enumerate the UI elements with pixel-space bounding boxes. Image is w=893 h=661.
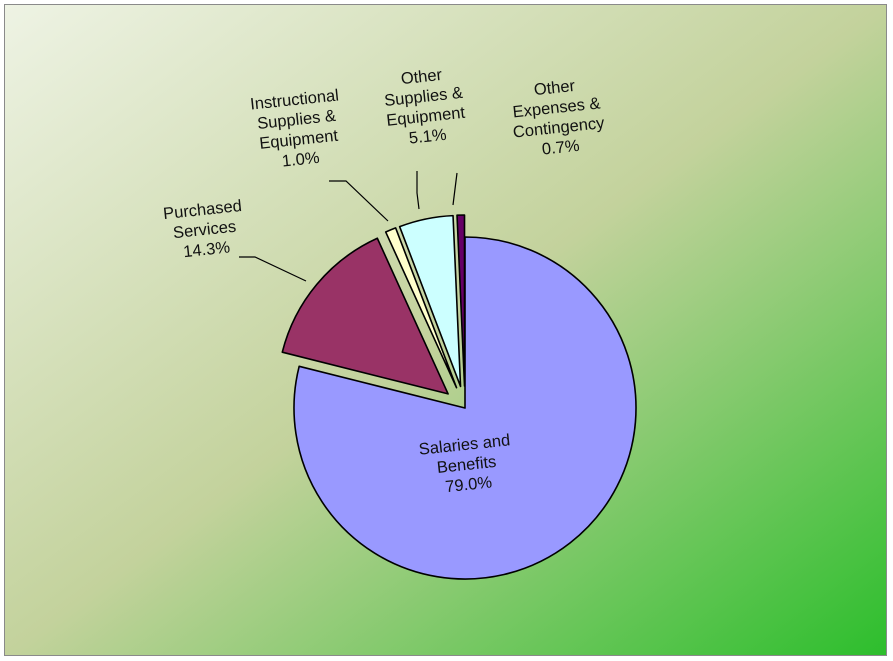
data-label-line: 79.0% xyxy=(444,473,493,496)
data-label-line: 5.1% xyxy=(408,126,448,148)
pie-slice-instructional-supplies xyxy=(384,227,458,389)
data-label-line: 14.3% xyxy=(182,238,231,261)
leader-line-other-expenses xyxy=(452,172,458,206)
data-label-line: Other xyxy=(400,66,443,88)
leader-line-other-supplies xyxy=(416,171,420,210)
leader-line-instructional-supplies xyxy=(329,180,389,222)
leader-line-purchased-services xyxy=(239,256,307,282)
pie-slice-purchased-services xyxy=(281,237,449,395)
data-label-line: 1.0% xyxy=(281,149,321,171)
pie-slice-salaries-and-benefits xyxy=(293,236,637,580)
pie-slice-other-supplies xyxy=(398,214,462,388)
data-label-line: Other xyxy=(533,77,576,99)
data-label-line: 0.7% xyxy=(541,137,581,159)
pie-chart: Salaries andBenefits79.0%PurchasedServic… xyxy=(5,5,886,655)
pie-slice-other-expenses xyxy=(456,214,466,387)
chart-area: Salaries andBenefits79.0% PurchasedServic… xyxy=(4,4,887,656)
